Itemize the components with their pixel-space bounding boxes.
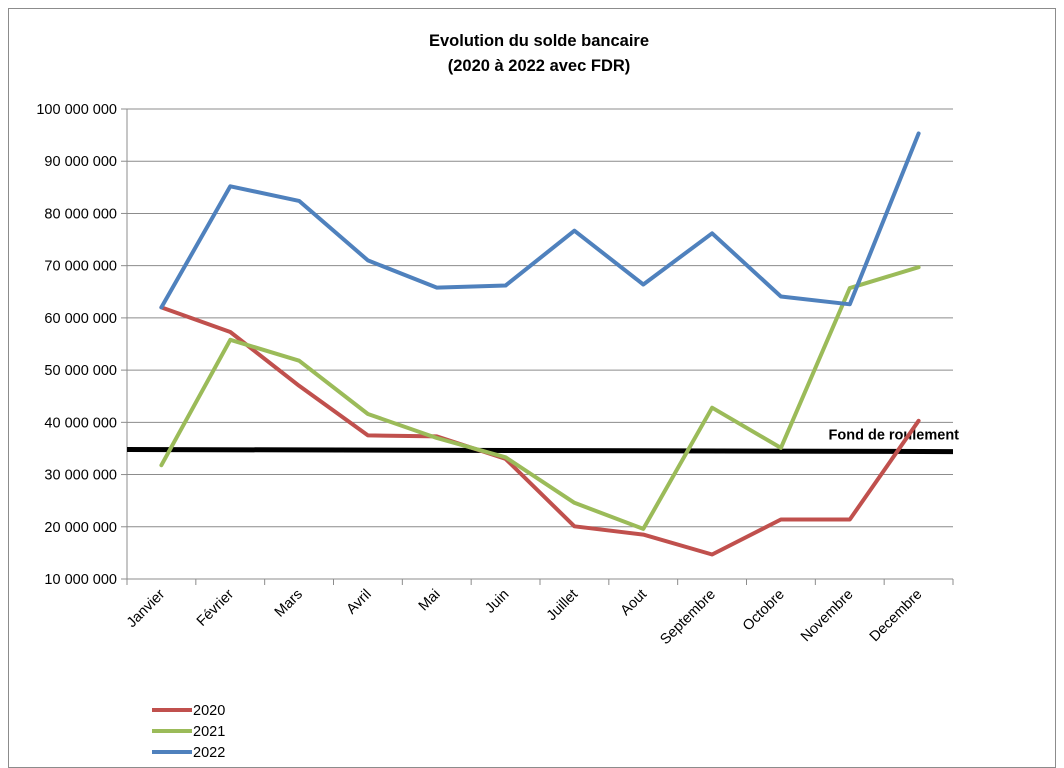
y-axis-ticks: 10 000 000 20 000 000 30 000 000 40 000 000… (36, 102, 117, 588)
series-line-2020 (159, 305, 921, 557)
x-tick-label: Juin (482, 587, 512, 617)
x-tick-label: Février (194, 586, 237, 629)
fond-de-roulement-line: Fond de roulement (126, 428, 960, 455)
y-tick-label: 20 000 000 (44, 520, 117, 536)
x-tick-label: Decembre (867, 587, 926, 646)
series-line-2021 (159, 265, 921, 531)
y-tick-label: 30 000 000 (44, 468, 117, 484)
x-tick-label: Mars (272, 587, 306, 621)
legend-label-2020: 2020 (193, 703, 225, 719)
x-tick-label: Novembre (798, 587, 857, 646)
x-tick-label: Janvier (124, 586, 168, 630)
chart-title-line-2: (2020 à 2022 avec FDR) (448, 57, 631, 75)
x-tick-label: Juillet (544, 587, 582, 625)
y-tick-label: 50 000 000 (44, 363, 117, 379)
legend-label-2022: 2022 (193, 745, 225, 759)
x-tick-label: Mai (416, 587, 444, 615)
x-tick-label: Aout (618, 587, 650, 619)
series-line-2022 (159, 131, 921, 310)
fond-de-roulement-rule (126, 446, 954, 455)
chart-title: Evolution du solde bancaire (2020 à 2022… (429, 32, 649, 75)
legend-label-2021: 2021 (193, 724, 225, 740)
y-tick-label: 90 000 000 (44, 154, 117, 170)
chart-title-line-1: Evolution du solde bancaire (429, 32, 649, 50)
legend: 2020 2021 2022 (152, 703, 225, 759)
gridlines (121, 108, 953, 580)
chart-frame: Evolution du solde bancaire (2020 à 2022… (8, 8, 1056, 768)
line-chart: Evolution du solde bancaire (2020 à 2022… (36, 32, 960, 759)
y-tick-label: 70 000 000 (44, 259, 117, 275)
x-tick-label: Octobre (740, 587, 788, 635)
x-tick-label: Avril (344, 587, 375, 618)
x-tick-label: Septembre (657, 587, 718, 648)
y-tick-label: 40 000 000 (44, 415, 117, 431)
series-lines (159, 131, 921, 557)
y-tick-label: 100 000 000 (36, 102, 117, 118)
y-tick-label: 60 000 000 (44, 311, 117, 327)
y-tick-label: 80 000 000 (44, 206, 117, 222)
y-tick-label: 10 000 000 (44, 572, 117, 588)
fond-de-roulement-label: Fond de roulement (829, 428, 960, 444)
